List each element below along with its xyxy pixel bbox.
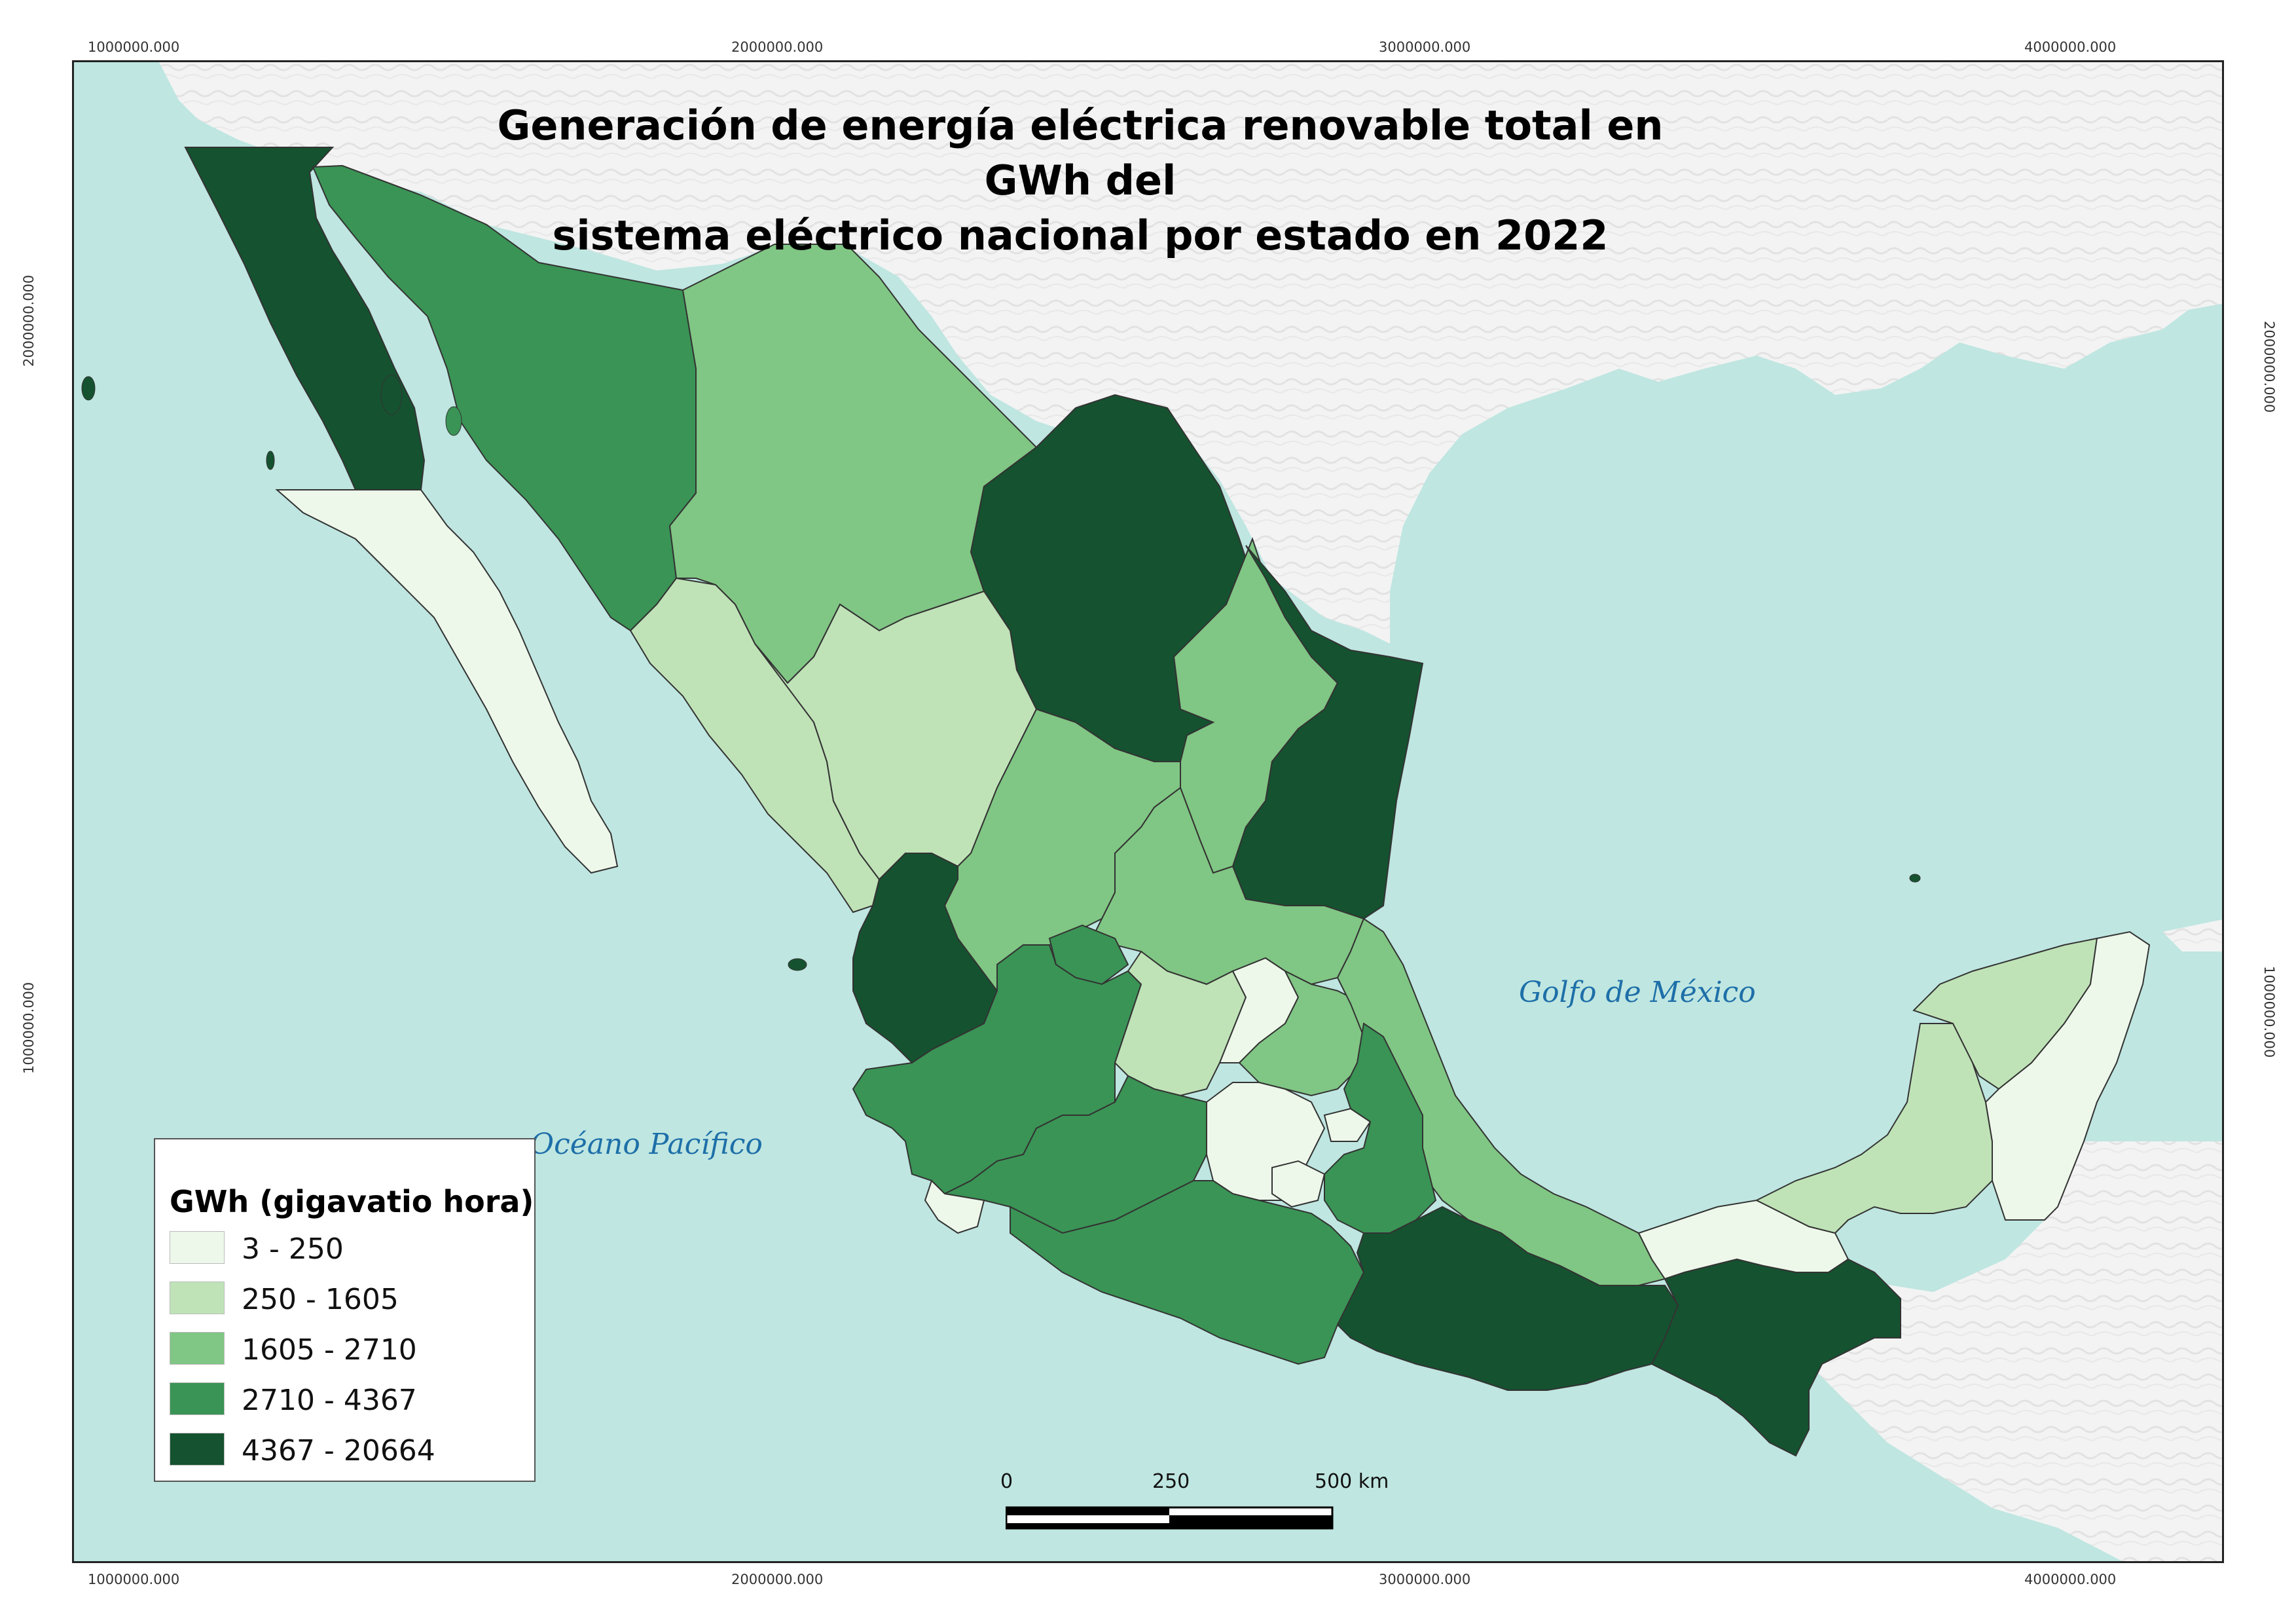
island-arrecife <box>1909 874 1921 883</box>
map-title: Generación de energía eléctrica renovabl… <box>458 98 1702 263</box>
scale-bar <box>1006 1506 1334 1530</box>
coord-top-3: 3000000.000 <box>1379 39 1471 55</box>
coord-right-2: 1000000.000 <box>2261 966 2277 1058</box>
gulf-label: Golfo de México <box>1519 976 1756 1009</box>
coord-top-4: 4000000.000 <box>2024 39 2117 55</box>
legend-label: 1605 - 2710 <box>242 1333 417 1367</box>
legend-swatch <box>170 1382 225 1415</box>
state-sonora <box>312 164 697 632</box>
island-tiburon <box>380 375 403 415</box>
scale-label-0: 0 <box>1000 1470 1013 1493</box>
state-quintana-roo <box>1984 931 2151 1221</box>
coord-bottom-3: 3000000.000 <box>1379 1572 1471 1587</box>
pacific-label: Océano Pacífico <box>530 1128 763 1161</box>
coord-right-1: 2000000.000 <box>2261 321 2277 413</box>
coord-bottom-2: 2000000.000 <box>731 1572 824 1587</box>
coord-bottom-1: 1000000.000 <box>88 1572 180 1587</box>
legend-swatch <box>170 1433 225 1466</box>
island-marias <box>788 958 807 971</box>
state-guanajuato <box>1114 950 1247 1097</box>
central-america-land <box>1809 1141 2222 1561</box>
state-morelos <box>1271 1160 1326 1208</box>
state-tlaxcala <box>1323 1107 1372 1142</box>
legend-swatch <box>170 1332 225 1365</box>
coord-left-2: 1000000.000 <box>21 982 37 1074</box>
coord-bottom-4: 4000000.000 <box>2024 1572 2117 1587</box>
coord-top-1: 1000000.000 <box>88 39 180 55</box>
state-guerrero <box>1010 1180 1365 1365</box>
scale-label-250: 250 <box>1152 1470 1190 1493</box>
usa-land <box>159 62 2222 644</box>
legend-swatch <box>170 1231 225 1264</box>
island-angel <box>445 406 462 436</box>
island-cedros <box>266 451 275 470</box>
map-title-line2: sistema eléctrico nacional por estado en… <box>552 212 1609 259</box>
legend: GWh (gigavatio hora) 3 - 250 250 - 1605 … <box>154 1138 536 1482</box>
legend-label: 2710 - 4367 <box>242 1384 417 1417</box>
map-title-line1: Generación de energía eléctrica renovabl… <box>497 101 1664 204</box>
cuba-land <box>2162 919 2222 951</box>
legend-label: 250 - 1605 <box>242 1283 399 1316</box>
coord-left-1: 2000000.000 <box>21 274 37 367</box>
state-baja-california-sur <box>275 489 619 874</box>
island-guadalupe <box>81 376 96 401</box>
legend-label: 4367 - 20664 <box>242 1434 435 1467</box>
coord-top-2: 2000000.000 <box>731 39 824 55</box>
state-colima <box>924 1179 985 1234</box>
state-baja-california <box>184 147 426 490</box>
legend-title: GWh (gigavatio hora) <box>170 1184 534 1219</box>
state-chiapas <box>1650 1258 1901 1457</box>
legend-swatch <box>170 1282 225 1314</box>
legend-label: 3 - 250 <box>242 1232 344 1266</box>
scale-label-500: 500 km <box>1315 1470 1389 1493</box>
